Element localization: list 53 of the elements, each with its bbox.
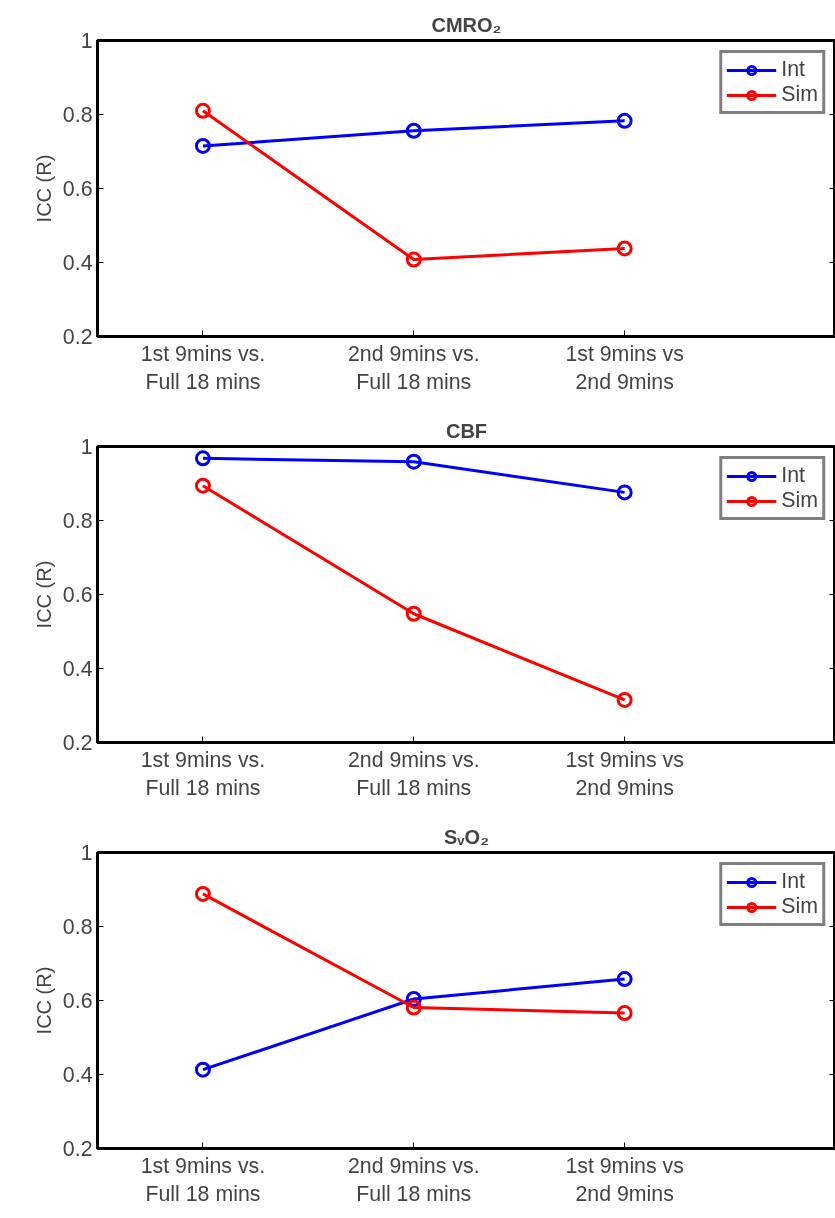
x-tick-label: 1st 9mins vs. Full 18 mins [140, 1153, 266, 1207]
legend-label: Sim [781, 488, 818, 513]
y-tick-label: 0.2 [62, 1137, 93, 1161]
y-tick-label: 0.8 [62, 509, 93, 533]
point [405, 122, 422, 139]
chart-title: CBF [445, 419, 488, 442]
point [194, 450, 211, 467]
x-tick-label: 1st 9mins vs. Full 18 mins [140, 341, 266, 395]
y-tick-label: 1 [80, 29, 93, 53]
y-tick-label: 0.6 [62, 989, 93, 1013]
x-tick-label: 2nd 9mins vs. Full 18 mins [347, 1153, 480, 1207]
x-tick-label: 1st 9mins vs 2nd 9mins [565, 1153, 684, 1207]
y-axis-title: ICC (R) [32, 966, 55, 1035]
point [405, 999, 422, 1016]
legend-label: Sim [781, 82, 818, 107]
y-tick-label: 0.4 [62, 657, 93, 681]
legend-label: Sim [781, 894, 818, 919]
y-tick-label: 0.8 [62, 103, 93, 127]
y-axis-title: ICC (R) [32, 154, 55, 223]
point [405, 251, 422, 268]
y-tick-label: 0.2 [62, 325, 93, 349]
point [194, 1061, 211, 1078]
point [194, 137, 211, 154]
point [405, 453, 422, 470]
y-tick-label: 0.6 [62, 177, 93, 201]
y-tick-label: 0.6 [62, 583, 93, 607]
chart-title: SᵥO₂ [443, 825, 490, 848]
legend-label: Int [781, 463, 805, 488]
y-tick-label: 1 [80, 841, 93, 865]
point [194, 477, 211, 494]
point [616, 112, 633, 129]
y-tick-label: 1 [80, 435, 93, 459]
y-tick-label: 0.8 [62, 915, 93, 939]
point [616, 1005, 633, 1022]
point [616, 484, 633, 501]
x-tick-label: 2nd 9mins vs. Full 18 mins [347, 341, 480, 395]
y-tick-label: 0.4 [62, 1063, 93, 1087]
chart-title: CMRO₂ [431, 13, 502, 36]
x-tick-label: 1st 9mins vs 2nd 9mins [565, 747, 684, 801]
x-tick-label: 2nd 9mins vs. Full 18 mins [347, 747, 480, 801]
point [405, 605, 422, 622]
legend-label: Int [781, 57, 805, 82]
legend-label: Int [781, 869, 805, 894]
y-axis-title: ICC (R) [32, 560, 55, 629]
y-tick-label: 0.2 [62, 731, 93, 755]
point [616, 691, 633, 708]
point [616, 971, 633, 988]
x-tick-label: 1st 9mins vs 2nd 9mins [565, 341, 684, 395]
point [194, 885, 211, 902]
point [194, 102, 211, 119]
y-tick-label: 0.4 [62, 251, 93, 275]
x-tick-label: 1st 9mins vs. Full 18 mins [140, 747, 266, 801]
point [616, 240, 633, 257]
